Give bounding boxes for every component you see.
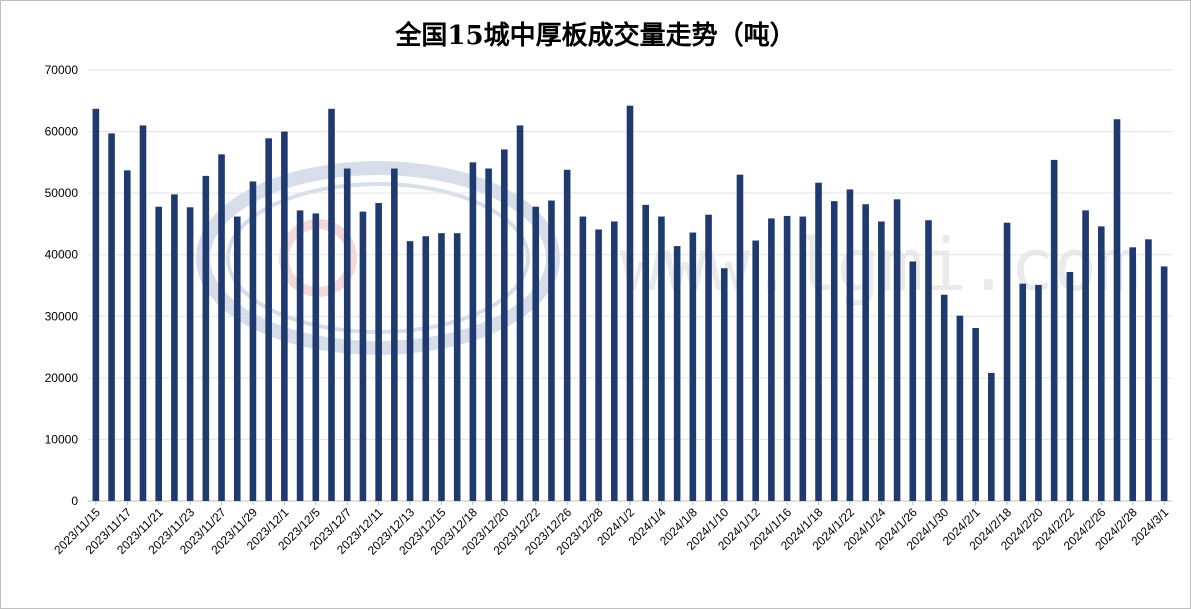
- bar: [359, 211, 367, 501]
- bar: [548, 200, 555, 501]
- y-tick-label: 10000: [45, 432, 79, 446]
- bar: [186, 207, 194, 501]
- bar: [1035, 284, 1042, 501]
- bar-series: [92, 105, 1168, 502]
- bar: [878, 221, 885, 502]
- bar: [532, 206, 540, 501]
- bar: [501, 149, 508, 502]
- bar: [1129, 247, 1137, 501]
- bar: [830, 201, 838, 501]
- bar: [846, 189, 854, 501]
- y-tick-label: 0: [71, 494, 78, 508]
- bar: [799, 216, 807, 502]
- bar: [689, 232, 697, 501]
- bar: [972, 327, 979, 501]
- bar: [343, 168, 351, 501]
- y-tick-label: 70000: [45, 63, 79, 77]
- bar: [123, 170, 131, 501]
- bar: [391, 168, 398, 501]
- y-tick-label: 60000: [45, 125, 79, 139]
- bar: [626, 105, 634, 501]
- bar: [249, 181, 257, 502]
- bar: [1113, 119, 1121, 501]
- y-tick-label: 30000: [45, 309, 79, 323]
- bar: [296, 210, 304, 501]
- bar: [139, 125, 147, 502]
- bar: [940, 294, 948, 501]
- bar: [485, 168, 492, 501]
- bar: [893, 199, 901, 502]
- bar: [438, 233, 445, 501]
- bar: [453, 233, 461, 501]
- bar: [956, 315, 964, 501]
- bar: [720, 268, 728, 501]
- bar: [233, 216, 241, 502]
- bar: [516, 125, 524, 502]
- bar: [155, 206, 162, 501]
- bar: [218, 154, 225, 502]
- bar: [1082, 210, 1089, 501]
- bar: [375, 202, 382, 501]
- bar: [925, 220, 932, 501]
- bar: [563, 169, 571, 501]
- bar: [909, 261, 917, 501]
- bar: [862, 204, 869, 501]
- bar: [673, 246, 681, 501]
- bar: [108, 133, 115, 501]
- bar: [171, 194, 178, 502]
- bar: [1160, 266, 1168, 501]
- y-tick-label: 20000: [45, 371, 79, 385]
- bar: [610, 221, 618, 502]
- bar: [705, 214, 712, 501]
- bar: [595, 229, 602, 501]
- bar: [422, 236, 430, 501]
- bar: [281, 131, 288, 502]
- bar: [1066, 271, 1074, 501]
- bar: [1098, 226, 1105, 502]
- bar: [328, 108, 335, 501]
- bar: [92, 108, 100, 501]
- bar: [642, 204, 650, 501]
- x-axis: 2023/11/152023/11/172023/11/212023/11/23…: [51, 501, 1171, 558]
- y-tick-label: 40000: [45, 248, 79, 262]
- y-axis: 0 10000 20000 30000 40000 50000 60000 70000: [45, 63, 79, 508]
- bar: [265, 138, 272, 501]
- y-tick-label: 50000: [45, 186, 79, 200]
- bar: [1019, 283, 1027, 501]
- bar: [736, 174, 744, 501]
- bar: [1003, 222, 1011, 501]
- chart-title: 全国15城中厚板成交量走势（吨）: [394, 20, 795, 51]
- bar: [406, 241, 414, 501]
- bar: [752, 240, 759, 501]
- bar: [469, 162, 477, 501]
- bar: [783, 215, 791, 501]
- bar: [658, 216, 665, 502]
- bar: [1145, 239, 1152, 502]
- bar: [768, 218, 775, 501]
- bar: [1050, 159, 1058, 501]
- bar: [579, 216, 587, 502]
- bar: [312, 213, 320, 501]
- bar: [988, 372, 995, 501]
- bar: [815, 182, 822, 501]
- bar: [202, 175, 210, 501]
